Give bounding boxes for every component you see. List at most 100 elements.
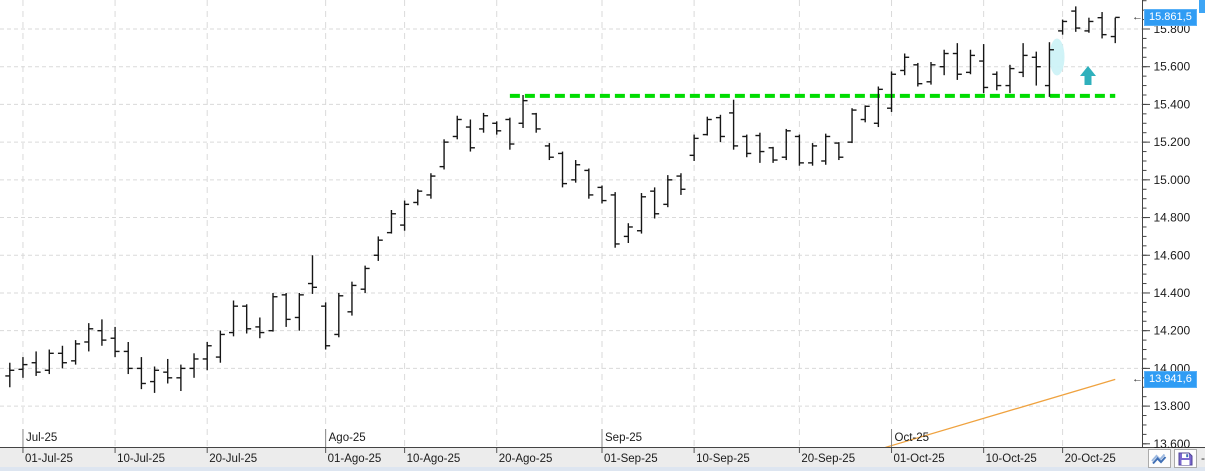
svg-text:20-Jul-25: 20-Jul-25: [209, 453, 257, 465]
svg-text:13.800: 13.800: [1154, 399, 1191, 413]
ohlc-bar: [979, 44, 989, 94]
ohlc-bar: [584, 168, 594, 199]
trend-value-badge: ← 13.941,6: [1132, 370, 1197, 388]
svg-text:01-Oct-25: 01-Oct-25: [894, 453, 945, 465]
ohlc-bar: [597, 185, 607, 204]
ohlc-bar: [44, 349, 54, 375]
svg-text:Jul-25: Jul-25: [26, 432, 57, 444]
svg-text:14.400: 14.400: [1154, 286, 1191, 300]
ohlc-bar: [729, 99, 739, 150]
ohlc-bar: [610, 192, 620, 248]
svg-text:20-Ago-25: 20-Ago-25: [499, 453, 553, 465]
ohlc-bar: [150, 366, 160, 393]
ohlc-bar: [900, 53, 910, 76]
ohlc-bar: [57, 345, 67, 369]
ohlc-bar: [939, 49, 949, 76]
ohlc-bar: [97, 319, 107, 346]
svg-text:15.600: 15.600: [1154, 60, 1191, 74]
ohlc-bar: [1031, 51, 1041, 86]
svg-text:15.200: 15.200: [1154, 135, 1191, 149]
left-arrow-icon: ←: [1132, 373, 1143, 385]
save-icon: [1178, 452, 1193, 465]
ohlc-bar: [452, 115, 462, 140]
ohlc-bar: [650, 187, 660, 219]
x-axis: 01-Jul-25 10-Jul-25 20-Jul-25 01-Ago-25 10-A…: [0, 447, 1205, 471]
ohlc-bar: [755, 132, 765, 163]
svg-text:14.800: 14.800: [1154, 211, 1191, 225]
ohlc-bar: [834, 142, 844, 161]
ohlc-bar: [413, 189, 423, 206]
ohlc-bar: [623, 223, 633, 244]
ohlc-bar: [136, 357, 146, 390]
ohlc-bar: [202, 341, 212, 371]
ohlc-bar: [123, 341, 133, 375]
ohlc-bar: [860, 105, 870, 123]
ohlc-bar: [1071, 6, 1081, 32]
ohlc-bar: [479, 112, 489, 133]
ohlc-bar: [781, 128, 791, 161]
ohlc-bar: [1058, 19, 1068, 35]
ohlc-bar: [808, 143, 818, 166]
scrollbar-fragment: [1199, 0, 1205, 13]
ohlc-bar: [386, 210, 396, 234]
ohlc-bar: [321, 302, 331, 350]
ohlc-bar: [952, 43, 962, 80]
ohlc-bar: [742, 134, 752, 158]
ohlc-bar: [5, 362, 15, 388]
ohlc-bar: [531, 112, 541, 133]
svg-text:10-Sep-25: 10-Sep-25: [696, 453, 750, 465]
ohlc-bar: [294, 292, 304, 331]
svg-text:10-Jul-25: 10-Jul-25: [117, 453, 165, 465]
zigzag-icon: [1151, 453, 1167, 465]
ohlc-bar: [268, 292, 278, 332]
ohlc-bar: [492, 121, 502, 135]
svg-text:Ago-25: Ago-25: [329, 432, 366, 444]
ohlc-bar: [31, 351, 41, 376]
trend-line[interactable]: [884, 378, 1116, 449]
ohlc-bar: [71, 340, 81, 365]
ohlc-bar: [439, 139, 449, 170]
ohlc-bar: [571, 160, 581, 183]
svg-text:20-Oct-25: 20-Oct-25: [1065, 453, 1116, 465]
ohlc-bar: [702, 116, 712, 136]
ohlc-bar: [255, 317, 265, 339]
ohlc-bar: [558, 151, 568, 188]
ohlc-bar: [1044, 42, 1054, 97]
ohlc-bar: [347, 281, 357, 316]
ohlc-bar: [163, 358, 173, 384]
cutoff-control[interactable]: -: [1201, 451, 1205, 465]
ohlc-bars: [5, 6, 1120, 393]
ohlc-bar: [334, 292, 344, 338]
ohlc-bar: [821, 133, 831, 165]
month-labels: Jul-25 Ago-25 Sep-25 Oct-25: [22, 429, 929, 447]
ohlc-bar: [992, 71, 1002, 91]
ohlc-bar: [663, 175, 673, 208]
ohlc-bar: [676, 173, 686, 195]
ohlc-bar: [505, 117, 515, 150]
highlight-ellipse: [1049, 38, 1065, 76]
ohlc-bar: [965, 49, 975, 75]
ohlc-bar: [426, 173, 436, 199]
save-button[interactable]: [1174, 449, 1197, 468]
ohlc-bar: [360, 265, 370, 293]
svg-text:14.600: 14.600: [1154, 248, 1191, 262]
ohlc-bar: [715, 114, 725, 143]
ohlc-bar: [1084, 17, 1094, 33]
svg-text:Sep-25: Sep-25: [605, 432, 642, 444]
svg-text:01-Ago-25: 01-Ago-25: [328, 453, 382, 465]
ohlc-bar: [281, 292, 291, 327]
svg-text:13.600: 13.600: [1154, 437, 1191, 451]
ohlc-bar: [636, 193, 646, 234]
ohlc-bar: [1110, 16, 1120, 44]
y-axis: 15.800 15.600 15.400 15.200 15.000 14.800 14.6…: [1142, 0, 1191, 451]
ohlc-bar: [926, 61, 936, 85]
ohlc-bar: [847, 108, 857, 144]
ohlc-bar: [544, 143, 554, 161]
svg-text:10-Ago-25: 10-Ago-25: [407, 453, 461, 465]
ohlc-bar: [176, 364, 186, 392]
trend-value: 13.941,6: [1144, 370, 1197, 388]
ohlc-bar: [465, 119, 475, 152]
toggle-indicator-button[interactable]: [1148, 449, 1171, 468]
svg-text:20-Sep-25: 20-Sep-25: [801, 453, 855, 465]
